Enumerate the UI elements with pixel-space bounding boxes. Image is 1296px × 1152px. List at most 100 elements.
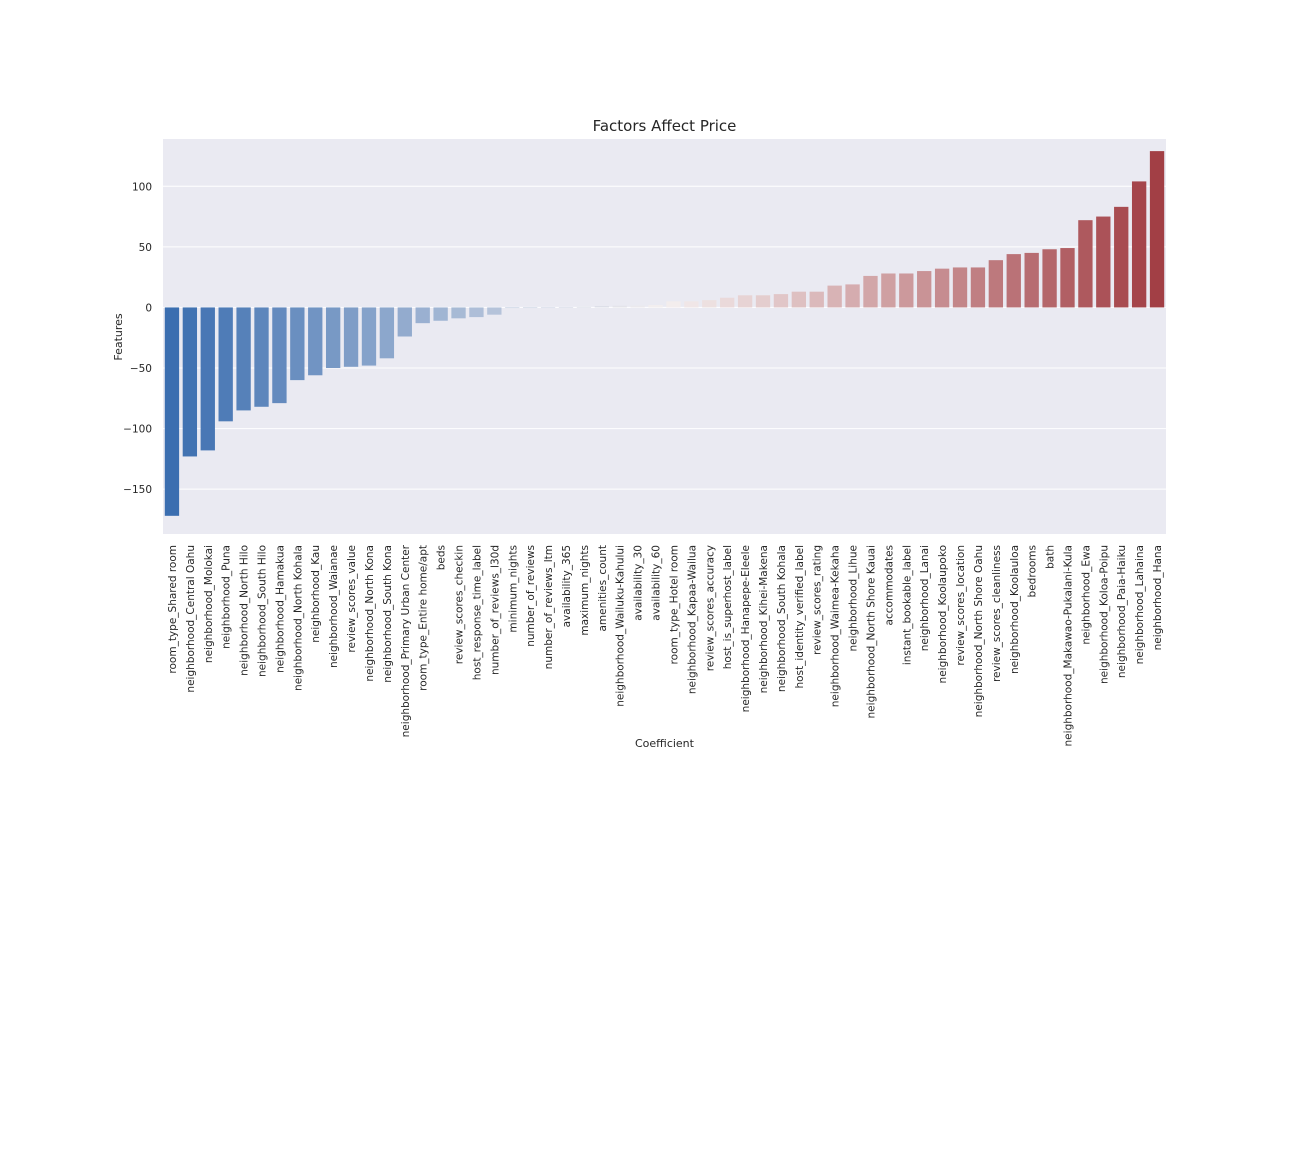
bar bbox=[1078, 220, 1093, 308]
x-tick-label: neighborhood_Paia-Haiku bbox=[1116, 545, 1128, 678]
x-tick-label: review_scores_accuracy bbox=[704, 545, 716, 671]
bar bbox=[1042, 249, 1057, 308]
y-tick-label: −150 bbox=[123, 484, 152, 496]
x-tick-label: neighborhood_Makawao-Pukalani-Kula bbox=[1062, 545, 1074, 746]
x-tick-label: neighborhood_Hanapepe-Eleele bbox=[740, 545, 752, 712]
bar bbox=[290, 307, 305, 381]
x-tick-label: availability_60 bbox=[651, 545, 663, 621]
x-tick-label: neighborhood_South Kohala bbox=[776, 545, 788, 692]
x-tick-label: review_scores_location bbox=[955, 545, 967, 666]
bar bbox=[845, 284, 860, 308]
x-tick-label: number_of_reviews bbox=[525, 545, 537, 647]
x-tick-label: neighborhood_North Shore Oahu bbox=[973, 545, 985, 717]
bar bbox=[218, 307, 233, 422]
bar bbox=[469, 307, 484, 318]
x-tick-label: neighborhood_Lihue bbox=[848, 545, 860, 652]
x-tick-labels: room_type_Shared room neighborhood_Centra… bbox=[167, 544, 1164, 746]
bar bbox=[773, 294, 789, 308]
bar bbox=[576, 306, 592, 308]
bar bbox=[325, 307, 341, 368]
bar bbox=[809, 291, 824, 308]
x-tick-label: maximum_nights bbox=[579, 545, 591, 636]
x-tick-label: review_scores_rating bbox=[812, 545, 824, 655]
x-tick-label: instant_bookable_label bbox=[901, 545, 913, 665]
bar bbox=[558, 307, 574, 308]
bar bbox=[988, 260, 1004, 308]
y-tick-label: 100 bbox=[132, 181, 152, 193]
x-tick-label: neighborhood_South Hilo bbox=[257, 545, 269, 677]
bar bbox=[1024, 252, 1039, 308]
bar bbox=[164, 307, 180, 516]
bar bbox=[630, 305, 645, 308]
bar bbox=[934, 268, 950, 308]
x-tick-label: room_type_Hotel room bbox=[668, 545, 680, 664]
x-tick-label: host_identity_verified_label bbox=[794, 545, 806, 689]
bar bbox=[451, 307, 466, 319]
x-tick-label: neighborhood_Kau bbox=[310, 545, 322, 643]
x-tick-label: neighborhood_Molokai bbox=[203, 545, 215, 663]
bar bbox=[666, 301, 681, 308]
x-tick-label: neighborhood_Puna bbox=[221, 545, 233, 649]
x-tick-label: neighborhood_Kihei-Makena bbox=[758, 545, 770, 693]
bar bbox=[827, 285, 842, 308]
bar bbox=[970, 267, 986, 308]
bar bbox=[540, 307, 556, 309]
x-tick-label: accommodates bbox=[883, 545, 895, 625]
bar bbox=[254, 307, 269, 407]
bar bbox=[361, 307, 377, 366]
y-tick-label: −100 bbox=[123, 424, 152, 436]
bar bbox=[863, 275, 878, 308]
bar bbox=[684, 301, 699, 308]
x-tick-label: neighborhood_Lanai bbox=[919, 545, 931, 651]
bar bbox=[523, 307, 538, 309]
y-tick-label: 50 bbox=[139, 242, 152, 254]
bars bbox=[164, 151, 1165, 516]
x-tick-label: number_of_reviews_ltm bbox=[543, 545, 555, 669]
x-tick-label: neighborhood_Ewa bbox=[1080, 545, 1092, 645]
bar bbox=[791, 291, 806, 308]
y-axis-title: Features bbox=[112, 313, 125, 361]
x-tick-label: room_type_Entire home/apt bbox=[418, 545, 430, 691]
x-tick-label: host_is_superhost_label bbox=[722, 545, 734, 669]
bar bbox=[1060, 248, 1075, 308]
bar bbox=[487, 307, 502, 315]
x-tick-label: neighborhood_Koloa-Poipu bbox=[1098, 545, 1110, 684]
x-tick-label: neighborhood_Primary Urban Center bbox=[400, 544, 412, 737]
bar bbox=[1149, 151, 1165, 308]
x-tick-label: amenities_count bbox=[597, 545, 609, 632]
bar bbox=[1131, 181, 1147, 308]
bar bbox=[272, 307, 287, 404]
bar bbox=[236, 307, 251, 411]
x-tick-label: beds bbox=[436, 545, 448, 570]
x-tick-label: room_type_Shared room bbox=[167, 545, 179, 674]
bar bbox=[952, 267, 968, 308]
bar bbox=[881, 273, 896, 308]
bar bbox=[1006, 254, 1021, 308]
bar bbox=[397, 307, 412, 337]
x-tick-label: review_scores_checkin bbox=[454, 545, 466, 664]
x-tick-label: neighborhood_Wailuku-Kahului bbox=[615, 545, 627, 707]
x-tick-label: number_of_reviews_l30d bbox=[489, 545, 501, 675]
x-tick-label: review_scores_value bbox=[346, 545, 358, 653]
x-tick-label: neighborhood_North Kona bbox=[364, 545, 376, 682]
bar bbox=[200, 307, 215, 451]
bar bbox=[1096, 216, 1111, 308]
x-tick-label: review_scores_cleanliness bbox=[991, 545, 1003, 682]
bar bbox=[899, 273, 914, 308]
x-tick-label: bedrooms bbox=[1027, 545, 1039, 597]
x-tick-label: neighborhood_Koolaupoko bbox=[937, 545, 949, 683]
x-tick-label: neighborhood_Hamakua bbox=[274, 545, 286, 673]
bar bbox=[702, 300, 717, 308]
bar bbox=[648, 305, 663, 308]
bar bbox=[612, 305, 627, 308]
bar bbox=[1114, 206, 1129, 308]
x-tick-label: availability_365 bbox=[561, 545, 573, 627]
x-tick-label: availability_30 bbox=[633, 545, 645, 621]
bar bbox=[433, 307, 448, 321]
bar bbox=[737, 295, 753, 308]
bar bbox=[343, 307, 359, 367]
bar bbox=[505, 307, 520, 309]
bar bbox=[182, 307, 198, 457]
x-tick-label: bath bbox=[1045, 545, 1057, 569]
y-tick-label: 0 bbox=[145, 302, 152, 314]
